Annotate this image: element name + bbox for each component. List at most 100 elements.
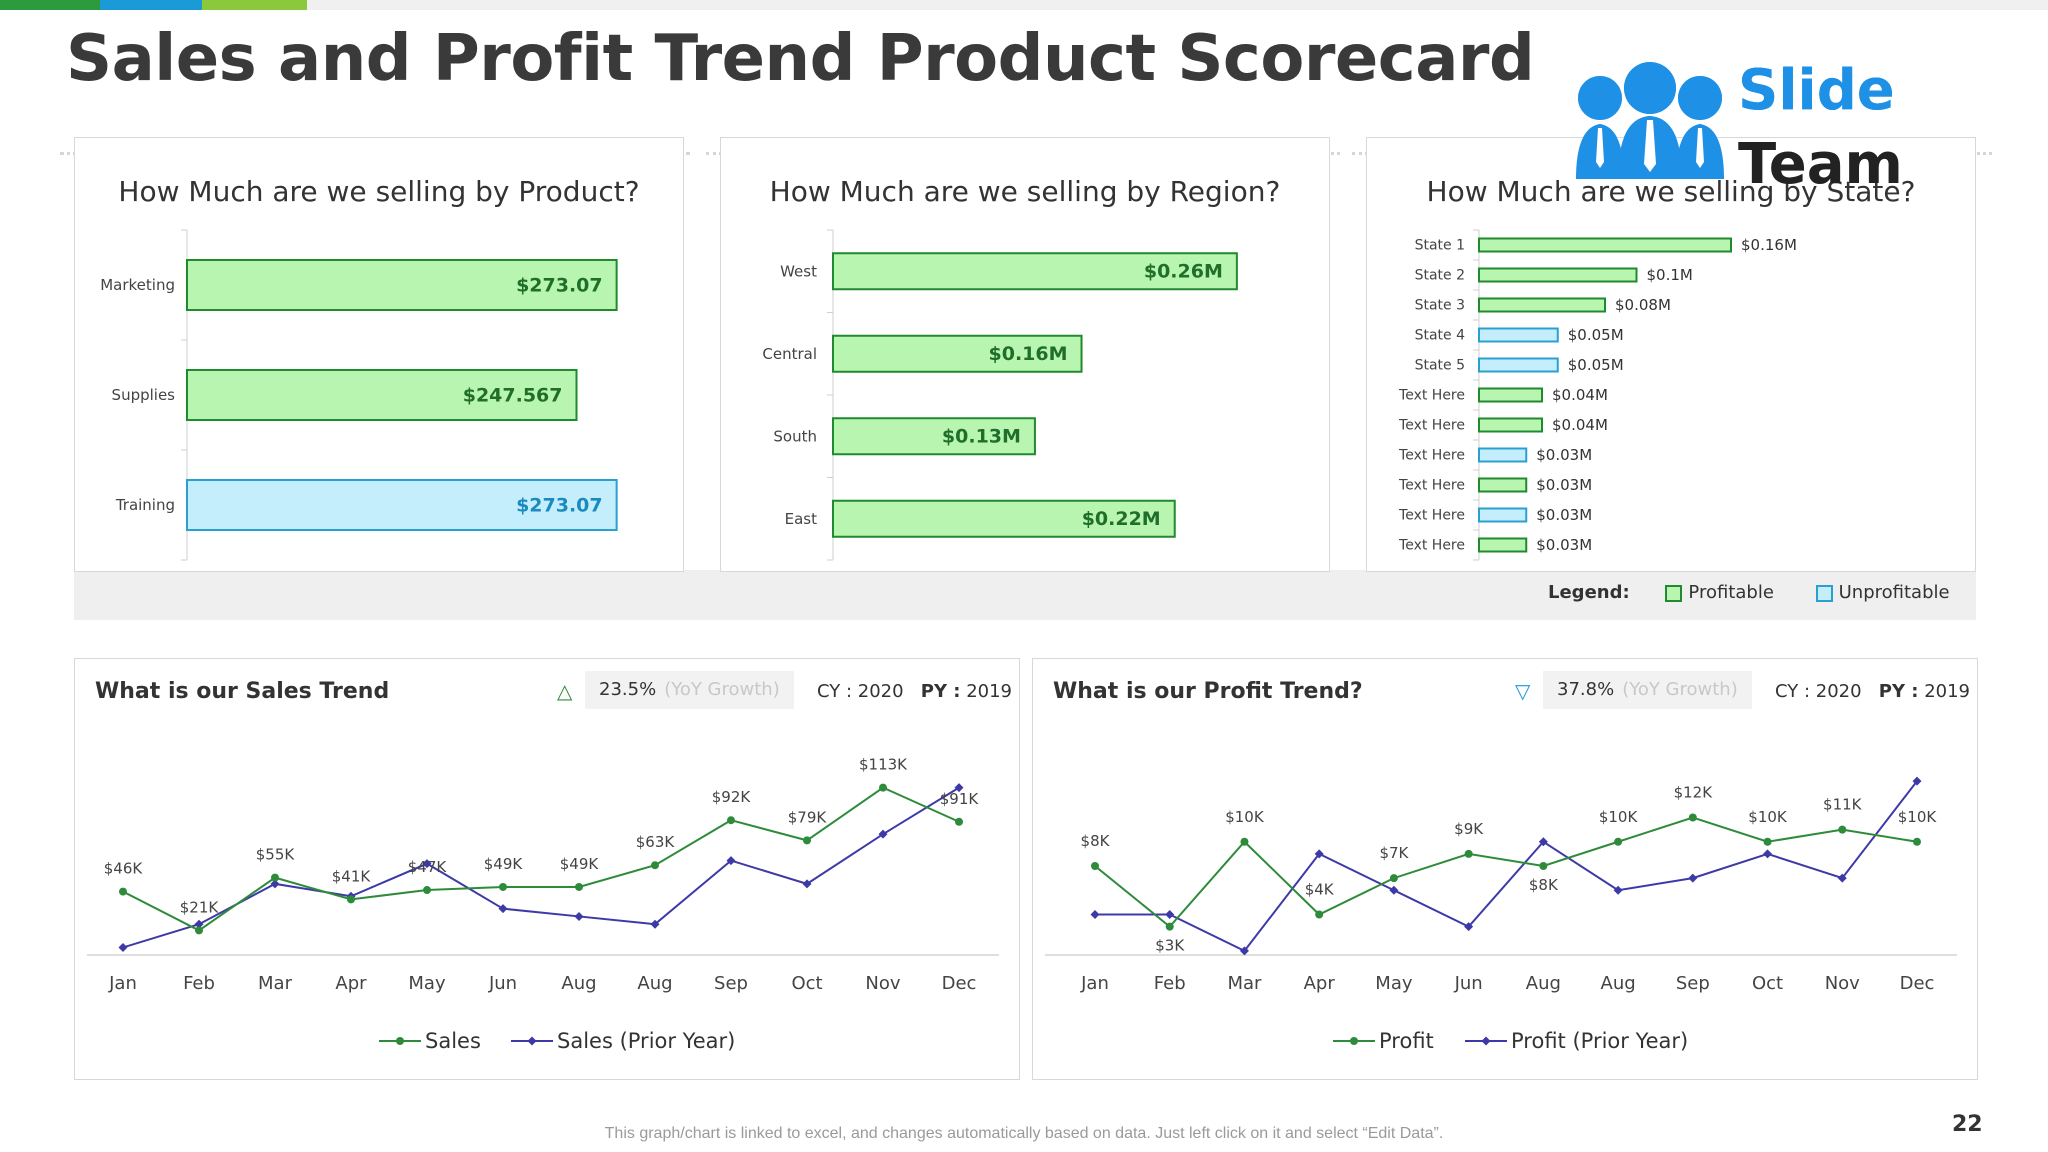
- data-label: $0.04M: [1552, 416, 1608, 434]
- data-point: [1539, 862, 1548, 870]
- data-point: [879, 783, 887, 792]
- bar: [832, 417, 1036, 456]
- category-label: Text Here: [1398, 478, 1465, 494]
- data-label: $0.08M: [1615, 296, 1671, 314]
- bar: [1478, 417, 1543, 433]
- data-point: [803, 836, 811, 845]
- data-label: $247.567: [463, 384, 563, 406]
- top-accent-bar: [0, 0, 2048, 10]
- data-point: [1091, 862, 1099, 870]
- x-tick-label: Apr: [335, 973, 367, 994]
- bar: [1478, 537, 1528, 553]
- current-year-line: [122, 786, 960, 932]
- category-label: State 4: [1415, 328, 1466, 344]
- sales-trend-title: What is our Sales Trend: [95, 679, 390, 704]
- data-label: $49K: [560, 855, 600, 873]
- category-label: South: [773, 427, 817, 445]
- bar: [1478, 387, 1543, 403]
- legend-entry: Profit (Prior Year): [1511, 1029, 1688, 1053]
- data-label: $0.03M: [1536, 536, 1592, 554]
- bar: [1478, 237, 1732, 253]
- category-label: West: [780, 262, 817, 280]
- x-tick-label: Jan: [108, 973, 137, 994]
- sales-line-chart: Jan Feb Mar Apr May Jun Aug Aug Sep Oct Nov Dec $46K…: [87, 756, 999, 1053]
- category-label: East: [785, 510, 817, 528]
- data-point: [878, 829, 888, 839]
- sales-yoy-label: (YoY Growth): [664, 679, 780, 700]
- legend-marker: [527, 1036, 537, 1046]
- x-tick-label: Feb: [183, 973, 215, 994]
- data-label: $41K: [332, 867, 372, 885]
- data-point: [347, 895, 355, 904]
- x-tick-label: Jun: [1454, 973, 1483, 994]
- x-tick-label: Jun: [488, 973, 517, 994]
- category-label: Marketing: [100, 276, 175, 294]
- product-sales-panel: How Much are we selling by Product? Mark…: [74, 137, 684, 572]
- region-chart-title: How Much are we selling by Region?: [769, 175, 1281, 208]
- bar: [1478, 357, 1559, 373]
- legend-label: Legend:: [1548, 582, 1630, 603]
- bar: [1478, 507, 1528, 523]
- logo-word-slide: Slide: [1738, 58, 1895, 123]
- category-label: State 2: [1415, 268, 1465, 284]
- data-point: [955, 817, 963, 826]
- x-tick-label: Mar: [1227, 973, 1262, 994]
- state-chart-title: How Much are we selling by State?: [1426, 175, 1916, 208]
- data-point: [499, 882, 507, 891]
- data-point: [1314, 849, 1324, 859]
- x-tick-label: Jan: [1080, 973, 1109, 994]
- region-bar-chart: West $0.26M Central $0.16M South $0.13M East $0…: [762, 229, 1238, 561]
- x-tick-label: Sep: [714, 973, 748, 994]
- legend-entry: Sales (Prior Year): [557, 1029, 735, 1053]
- data-point: [1090, 910, 1100, 919]
- data-point: [1239, 946, 1249, 956]
- profit-trend-title: What is our Profit Trend?: [1053, 679, 1363, 704]
- x-tick-label: Nov: [865, 973, 900, 994]
- data-point: [575, 882, 583, 891]
- data-point: [1389, 874, 1398, 883]
- people-icon: [1576, 62, 1724, 179]
- data-label: $8K: [1081, 832, 1111, 850]
- data-point: [650, 919, 660, 929]
- data-label: $46K: [104, 860, 144, 878]
- data-point: [195, 926, 203, 935]
- data-point: [1389, 885, 1399, 895]
- bar: [1478, 267, 1638, 283]
- state-sales-panel: How Much are we selling by State? State …: [1366, 137, 1976, 572]
- bar: [186, 479, 618, 531]
- data-point: [270, 879, 280, 889]
- sales-yoy-value: 23.5%: [599, 679, 657, 700]
- profitable-swatch: [1665, 584, 1683, 602]
- legend-item-unprofitable: Unprofitable: [1815, 582, 1950, 603]
- data-label: $10K: [1225, 808, 1265, 826]
- sales-trend-panel: What is our Sales Trend △ 23.5% (YoY Grow…: [74, 658, 1020, 1080]
- data-point: [1613, 885, 1623, 895]
- data-point: [422, 859, 432, 869]
- data-point: [1538, 837, 1548, 847]
- data-label: $63K: [636, 833, 676, 851]
- state-bar-chart: State 1 $0.16M State 2 $0.1M State 3 $0.08M St…: [1398, 229, 1797, 561]
- x-tick-label: Dec: [942, 973, 977, 994]
- data-point: [651, 861, 659, 870]
- product-chart-title: How Much are we selling by Product?: [118, 175, 640, 208]
- data-point: [1688, 813, 1697, 822]
- data-point: [194, 919, 204, 929]
- data-point: [1838, 825, 1847, 834]
- data-label: $0.16M: [989, 343, 1068, 365]
- legend-unprofitable-text: Unprofitable: [1838, 582, 1950, 603]
- data-label: $79K: [788, 808, 828, 826]
- category-label: Central: [762, 345, 817, 363]
- category-label: Training: [115, 496, 175, 514]
- data-label: $0.13M: [942, 426, 1021, 448]
- data-label: $0.04M: [1552, 386, 1608, 404]
- data-point: [1837, 873, 1847, 883]
- data-label: $113K: [859, 756, 908, 774]
- x-tick-label: Nov: [1825, 973, 1860, 994]
- profit-years: CY : 2020 PY : 2019: [1775, 681, 1971, 702]
- data-label: $4K: [1305, 881, 1335, 899]
- logo-word-slide: Slide: [1738, 58, 1895, 123]
- data-label: $55K: [256, 846, 296, 864]
- category-label: State 3: [1415, 298, 1465, 314]
- region-sales-panel: How Much are we selling by Region? West $…: [720, 137, 1330, 572]
- profit-yoy-label: (YoY Growth): [1622, 679, 1738, 700]
